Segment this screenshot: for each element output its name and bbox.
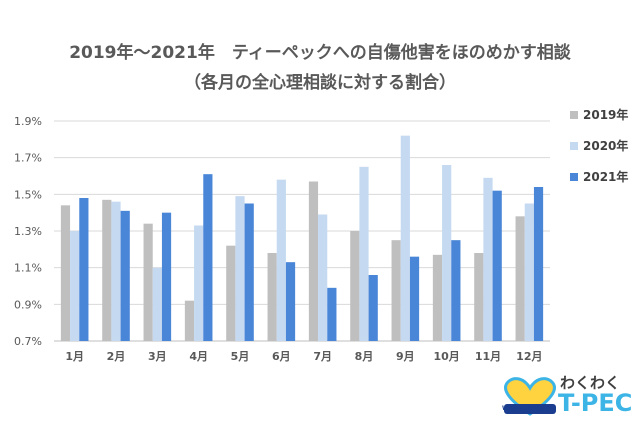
bar-2021年-2月 xyxy=(120,210,130,341)
bar-2021年-7月 xyxy=(327,287,337,341)
bar-2019年-9月 xyxy=(391,240,401,341)
bar-2020年-7月 xyxy=(318,214,328,341)
bar-2020年-12月 xyxy=(524,203,534,341)
x-tick-label: 6月 xyxy=(272,350,291,363)
bar-2019年-12月 xyxy=(515,216,525,341)
bar-2019年-5月 xyxy=(226,245,236,341)
legend: 2019年 2020年 2021年 xyxy=(570,107,628,184)
x-axis: 1月 2月 3月 4月 5月 6月 7月 8月 9月 10月 11月 12月 xyxy=(65,350,542,363)
bar-2021年-5月 xyxy=(244,203,254,341)
bar-2019年-7月 xyxy=(308,181,319,341)
bar-2020年-4月 xyxy=(194,225,204,341)
heart-house-icon xyxy=(504,377,556,416)
y-tick-label: 1.5% xyxy=(14,188,42,201)
chart-title: 2019年～2021年 ティーペックへの自傷他害をほのめかす相談 xyxy=(69,43,571,63)
logo-kana: わくわく xyxy=(560,374,621,392)
legend-label: 2020年 xyxy=(583,138,628,153)
x-tick-label: 5月 xyxy=(231,350,250,363)
bar-2020年-5月 xyxy=(235,196,245,341)
x-tick-label: 11月 xyxy=(475,350,501,363)
bar-2021年-3月 xyxy=(161,212,172,341)
bar-2020年-6月 xyxy=(276,179,286,341)
chart-subtitle: （各月の全心理相談に対する割合） xyxy=(184,73,456,93)
bar-2019年-4月 xyxy=(184,300,195,341)
bar-2019年-10月 xyxy=(432,254,443,341)
bar-2021年-8月 xyxy=(368,275,378,341)
legend-label: 2019年 xyxy=(583,107,628,122)
y-tick-label: 1.7% xyxy=(14,152,42,165)
y-tick-label: 0.9% xyxy=(14,298,42,311)
logo-name: T-PEC xyxy=(558,389,633,417)
x-tick-label: 10月 xyxy=(434,350,460,363)
bar-2020年-9月 xyxy=(400,135,410,341)
x-tick-label: 8月 xyxy=(355,350,374,363)
bar-2020年-2月 xyxy=(111,201,121,341)
x-tick-label: 3月 xyxy=(148,350,167,363)
bar-2019年-11月 xyxy=(474,253,484,341)
bar-2019年-8月 xyxy=(350,231,360,341)
y-tick-label: 1.9% xyxy=(14,115,42,128)
bars xyxy=(60,135,544,341)
y-tick-label: 0.7% xyxy=(14,335,42,348)
y-tick-label: 1.1% xyxy=(14,262,42,275)
bar-2021年-4月 xyxy=(203,174,213,341)
bar-2019年-6月 xyxy=(267,253,277,341)
y-axis: 0.7% 0.9% 1.1% 1.3% 1.5% 1.7% 1.9% xyxy=(14,115,42,348)
bar-2020年-3月 xyxy=(152,267,162,341)
bar-2020年-8月 xyxy=(359,166,369,341)
bar-2020年-1月 xyxy=(70,231,80,341)
x-tick-label: 12月 xyxy=(516,350,542,363)
x-tick-label: 9月 xyxy=(396,350,415,363)
legend-swatch xyxy=(570,111,578,119)
x-tick-label: 7月 xyxy=(313,350,332,363)
bar-2021年-6月 xyxy=(285,262,296,341)
bar-2021年-1月 xyxy=(79,198,89,341)
bar-2020年-10月 xyxy=(442,165,452,341)
logo-badge: WORK×WORK xyxy=(502,405,550,412)
legend-swatch xyxy=(570,142,578,150)
x-tick-label: 1月 xyxy=(65,350,84,363)
bar-2021年-12月 xyxy=(533,187,544,341)
x-tick-label: 4月 xyxy=(189,350,208,363)
bar-2021年-11月 xyxy=(492,190,502,341)
x-tick-label: 2月 xyxy=(107,350,126,363)
bar-2019年-1月 xyxy=(60,205,71,341)
bar-2019年-2月 xyxy=(102,199,112,341)
bar-2019年-3月 xyxy=(143,223,153,341)
bar-2020年-11月 xyxy=(483,177,493,341)
company-logo: WORK×WORK わくわく T-PEC xyxy=(500,372,633,420)
legend-label: 2021年 xyxy=(583,169,628,184)
legend-swatch xyxy=(570,173,578,181)
bar-2021年-10月 xyxy=(451,240,461,341)
y-tick-label: 1.3% xyxy=(14,225,42,238)
gridlines xyxy=(54,120,550,342)
bar-2021年-9月 xyxy=(409,256,420,341)
